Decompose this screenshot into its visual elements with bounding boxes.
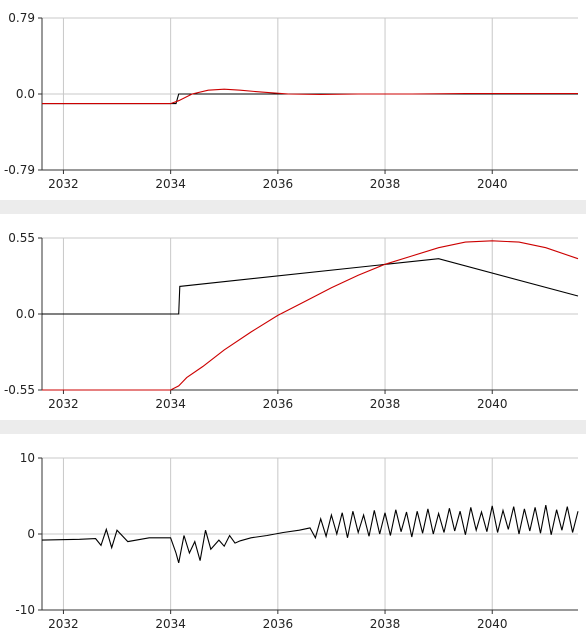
- chart-2: 2032 2034 2036 2038 2040 0.55 0.0 -0.55: [4, 231, 579, 411]
- series-line-2: [42, 240, 579, 391]
- chart-panel-2: 2032 2034 2036 2038 2040 0.55 0.0 -0.55: [0, 214, 586, 414]
- x-tick-label: 2036: [263, 617, 294, 631]
- x-tick-label: 2032: [48, 617, 79, 631]
- series-line-1: [42, 258, 579, 315]
- panel-separator: [0, 420, 586, 434]
- x-tick-label: 2032: [48, 397, 79, 411]
- chart-panel-1: 2032 2034 2036 2038 2040 0.79 0.0 -0.79: [0, 0, 586, 200]
- y-tick-label: 0.55: [8, 231, 35, 245]
- series-line-1: [41, 504, 579, 564]
- y-tick-label: 0.0: [16, 87, 35, 101]
- chart-panel-3: 2032 2034 2036 2038 2040 10 0 -10: [0, 434, 586, 639]
- x-tick-label: 2034: [155, 177, 186, 191]
- y-tick-label: -0.55: [4, 383, 35, 397]
- chart-3: 2032 2034 2036 2038 2040 10 0 -10: [15, 451, 579, 631]
- x-tick-label: 2034: [155, 617, 186, 631]
- y-tick-label: 0.0: [16, 307, 35, 321]
- x-tick-label: 2038: [370, 177, 401, 191]
- x-tick-label: 2036: [263, 397, 294, 411]
- x-tick-label: 2040: [477, 617, 508, 631]
- x-tick-label: 2036: [263, 177, 294, 191]
- x-tick-label: 2038: [370, 397, 401, 411]
- x-tick-label: 2034: [155, 397, 186, 411]
- chart-1: 2032 2034 2036 2038 2040 0.79 0.0 -0.79: [4, 11, 578, 191]
- x-tick-label: 2038: [370, 617, 401, 631]
- y-tick-label: 10: [20, 451, 35, 465]
- panel-separator: [0, 200, 586, 214]
- x-tick-label: 2040: [477, 397, 508, 411]
- y-tick-label: -10: [15, 603, 35, 617]
- y-tick-label: 0.79: [8, 11, 35, 25]
- series-line-2: [42, 88, 578, 105]
- y-tick-label: -0.79: [4, 163, 35, 177]
- series-line-1: [42, 93, 578, 105]
- x-tick-label: 2040: [477, 177, 508, 191]
- x-tick-label: 2032: [48, 177, 79, 191]
- y-tick-label: 0: [27, 527, 35, 541]
